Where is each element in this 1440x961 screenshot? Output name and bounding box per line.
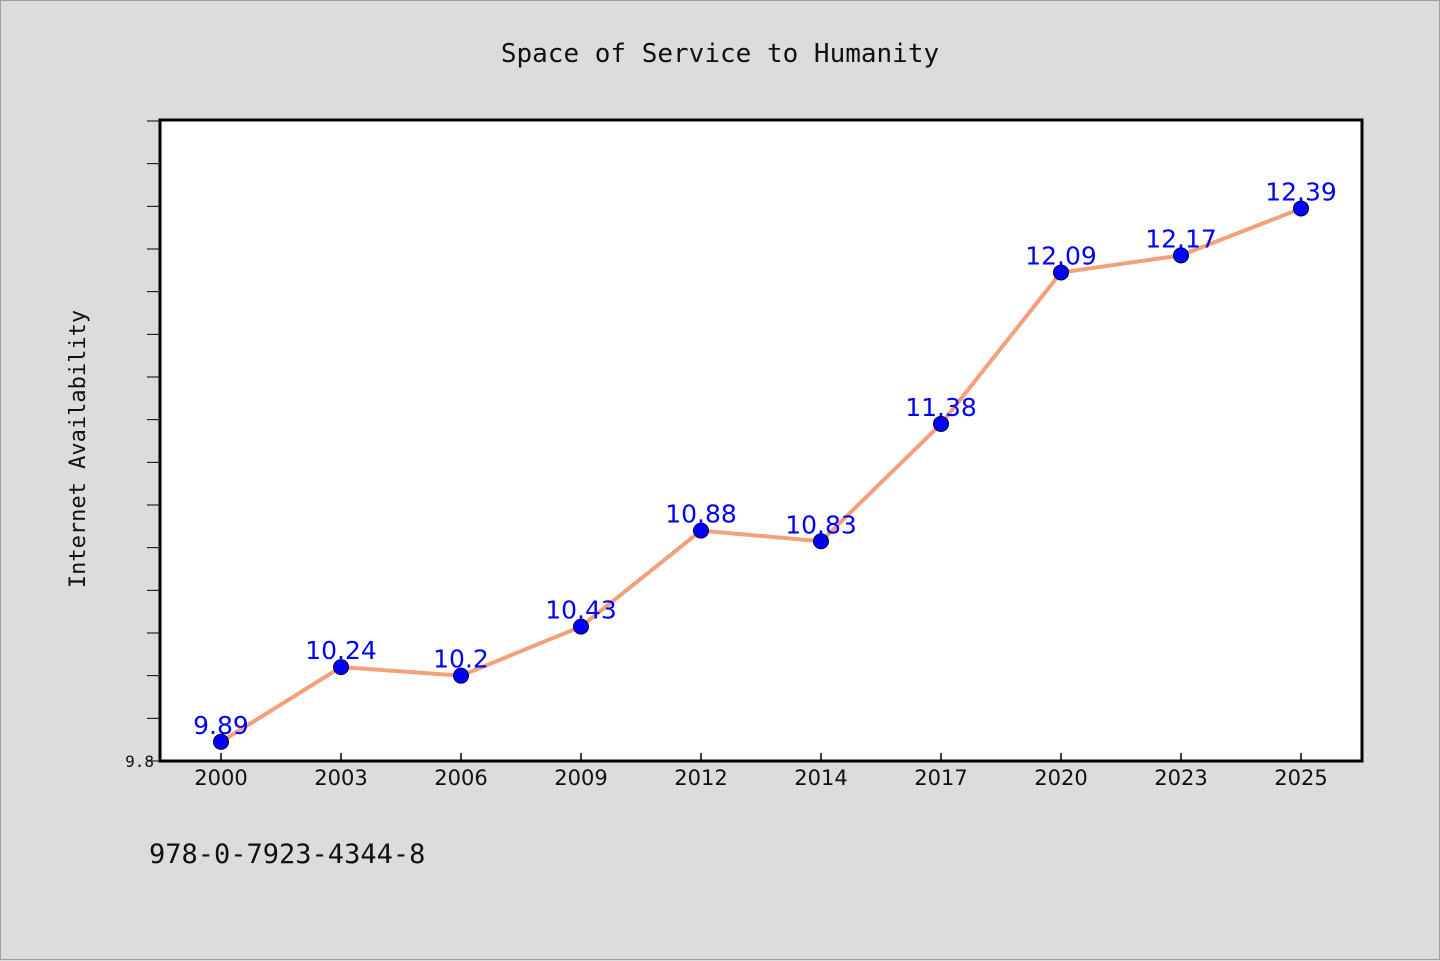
data-label: 10.43 [545,596,617,625]
y-ticks: 9.8 [125,120,161,771]
x-tick-label: 2006 [434,766,487,790]
chart-title: Space of Service to Humanity [501,39,939,69]
data-label: 10.83 [785,510,857,539]
x-tick-label: 2012 [674,766,727,790]
x-tick-label: 2000 [194,766,247,790]
x-tick-label: 2003 [314,766,367,790]
y-tick-label: 9.8 [125,752,154,771]
data-label: 10.88 [665,500,737,529]
x-ticks: 2000 2003 2006 2009 2012 2014 2017 2020 2023 2025 [194,753,1328,790]
data-label: 10.24 [305,636,377,665]
data-point [1053,264,1069,281]
isbn-footer: 978-0-7923-4344-8 [149,839,425,870]
data-point [573,618,589,635]
data-point [453,667,469,684]
x-tick-label: 2020 [1034,766,1087,790]
x-tick-label: 2009 [554,766,607,790]
series-line [219,206,1302,744]
data-point [1293,200,1309,217]
data-label: 9.89 [193,711,249,740]
data-label: 12.39 [1265,177,1337,206]
x-tick-label: 2023 [1154,766,1207,790]
plot-area [158,118,1364,763]
data-labels: 9.89 10.24 10.2 10.43 10.88 10.83 11.38 12.09 12… [193,177,1337,739]
data-point [813,533,829,550]
data-markers [213,200,1309,750]
x-tick-label: 2017 [914,766,967,790]
data-label: 12.17 [1145,224,1217,253]
data-point [693,522,709,539]
data-label: 12.09 [1025,241,1097,270]
data-label: 10.2 [433,645,489,674]
data-point [933,415,949,432]
data-label: 11.38 [905,393,977,422]
y-axis-label: Internet Availability [66,310,91,588]
data-point [213,733,229,750]
data-point [1173,247,1189,264]
x-tick-label: 2014 [794,766,847,790]
data-point [333,659,349,676]
x-tick-label: 2025 [1274,766,1327,790]
